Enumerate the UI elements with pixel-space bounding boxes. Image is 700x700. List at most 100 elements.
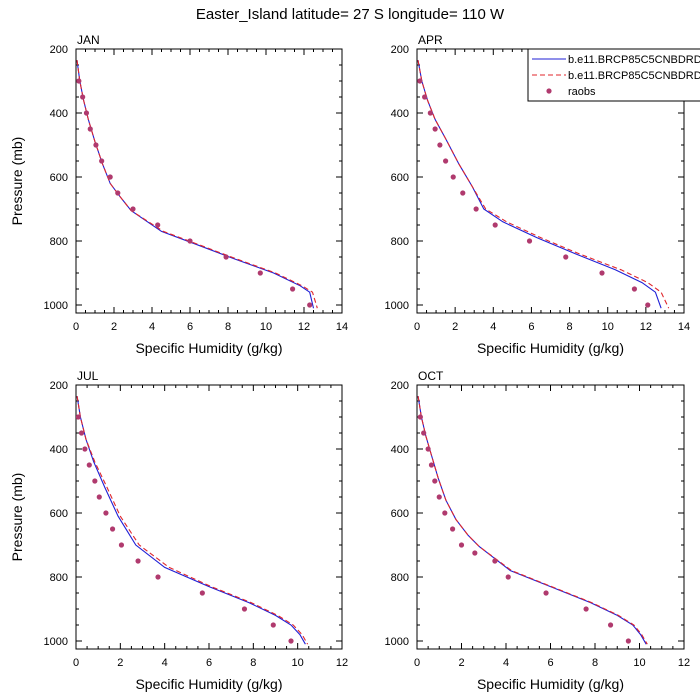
- series-002-line: [76, 60, 318, 309]
- series-group: [76, 60, 318, 309]
- y-tick-label: 600: [50, 172, 68, 184]
- x-axis-label: Specific Humidity (g/kg): [477, 676, 624, 692]
- raobs-point: [437, 142, 443, 148]
- y-tick-label: 400: [50, 108, 68, 120]
- raobs-point: [87, 126, 93, 132]
- y-tick-label: 1000: [385, 636, 409, 648]
- x-tick-label: 10: [292, 657, 304, 669]
- raobs-point: [442, 510, 448, 516]
- raobs-point: [625, 638, 631, 644]
- x-tick-label: 12: [678, 657, 690, 669]
- x-tick-label: 12: [640, 321, 652, 333]
- x-tick-label: 2: [458, 657, 464, 669]
- raobs-point: [199, 590, 205, 596]
- y-tick-label: 400: [391, 444, 409, 456]
- panel-title: JUL: [77, 369, 99, 383]
- raobs-point: [436, 494, 442, 500]
- figure-title: Easter_Island latitude= 27 S longitude= …: [196, 6, 505, 23]
- panel-title: OCT: [418, 369, 444, 383]
- x-tick-label: 6: [528, 321, 534, 333]
- panel-jul: 0 2 4 6 8 10 12 200 400 600 800 1000 JUL Specific Hum…: [9, 369, 348, 692]
- x-tick-label: 14: [336, 321, 348, 333]
- raobs-point: [241, 606, 248, 612]
- raobs-point: [422, 94, 428, 100]
- raobs-point: [135, 558, 141, 564]
- y-tick-label: 800: [391, 572, 409, 584]
- raobs-point: [109, 526, 116, 532]
- series-group: [76, 396, 309, 645]
- raobs-point: [450, 526, 456, 532]
- x-tick-label: 8: [567, 321, 573, 333]
- raobs-point: [492, 558, 498, 564]
- raobs-point: [425, 446, 431, 452]
- raobs-point: [130, 206, 136, 212]
- raobs-point: [473, 206, 479, 212]
- x-tick-label: 10: [633, 657, 645, 669]
- raobs-point: [76, 78, 82, 84]
- raobs-point: [103, 510, 109, 516]
- x-tick-label: 10: [602, 321, 614, 333]
- raobs-point: [257, 270, 263, 276]
- x-tick-label: 4: [149, 321, 155, 333]
- panel-oct: 0 2 4 6 8 10 12 200 400 600 800 1000 OCT Specific Hum…: [385, 369, 691, 692]
- raobs-point: [450, 174, 456, 180]
- raobs-point: [223, 254, 229, 260]
- x-tick-label: 14: [678, 321, 690, 333]
- raobs-point: [472, 550, 478, 556]
- raobs-point: [96, 494, 102, 500]
- x-tick-label: 2: [111, 321, 117, 333]
- raobs-point: [155, 222, 161, 228]
- x-tick-label: 2: [117, 657, 123, 669]
- raobs-point: [526, 238, 533, 244]
- panel-title: JAN: [77, 33, 100, 47]
- raobs-point: [417, 78, 423, 84]
- raobs-point: [83, 110, 90, 116]
- x-tick-label: 4: [503, 657, 509, 669]
- x-tick-label: 4: [162, 657, 168, 669]
- y-tick-label: 200: [50, 380, 68, 392]
- series-002-line: [417, 396, 648, 645]
- y-axis-label: Pressure (mb): [9, 473, 25, 562]
- raobs-point: [86, 462, 92, 468]
- raobs-point: [82, 446, 88, 452]
- y-tick-label: 400: [50, 444, 68, 456]
- raobs-point: [288, 638, 294, 644]
- y-tick-label: 200: [50, 44, 68, 56]
- raobs-point: [307, 302, 313, 308]
- y-tick-label: 600: [391, 508, 409, 520]
- y-tick-label: 1000: [44, 300, 68, 312]
- y-tick-label: 200: [391, 380, 409, 392]
- raobs-point: [460, 190, 466, 196]
- raobs-point: [458, 542, 465, 548]
- y-tick-label: 800: [50, 572, 68, 584]
- legend-label: raobs: [568, 86, 596, 98]
- x-tick-label: 0: [73, 321, 79, 333]
- raobs-point: [631, 286, 638, 292]
- raobs-point: [107, 174, 113, 180]
- x-tick-label: 2: [452, 321, 458, 333]
- legend: b.e11.BRCP85C5CNBDRD.f09_g16.001 b.e11.BR…: [527, 48, 700, 102]
- x-tick-label: 0: [414, 321, 420, 333]
- raobs-point: [492, 222, 498, 228]
- raobs-point: [92, 478, 98, 484]
- x-tick-label: 8: [250, 657, 256, 669]
- y-tick-label: 800: [50, 236, 68, 248]
- x-tick-label: 12: [298, 321, 310, 333]
- x-tick-label: 8: [225, 321, 231, 333]
- y-tick-label: 800: [391, 236, 409, 248]
- x-tick-label: 12: [336, 657, 348, 669]
- raobs-point: [432, 126, 438, 132]
- raobs-point: [115, 190, 121, 196]
- raobs-point: [645, 302, 651, 308]
- legend-label: b.e11.BRCP85C5CNBDRD.f09_g16.002: [568, 70, 700, 82]
- panels: 0 2 4 6 8 10 12 14 200 400 600 800 1000 JAN Specific H…: [9, 33, 690, 692]
- legend-label: b.e11.BRCP85C5CNBDRD.f09_g16.001: [568, 54, 700, 66]
- raobs-point: [443, 158, 449, 164]
- x-axis-label: Specific Humidity (g/kg): [135, 676, 282, 692]
- y-tick-label: 400: [391, 108, 409, 120]
- raobs-point: [607, 622, 614, 628]
- x-tick-label: 6: [547, 657, 553, 669]
- raobs-point: [421, 430, 427, 436]
- raobs-point: [563, 254, 569, 260]
